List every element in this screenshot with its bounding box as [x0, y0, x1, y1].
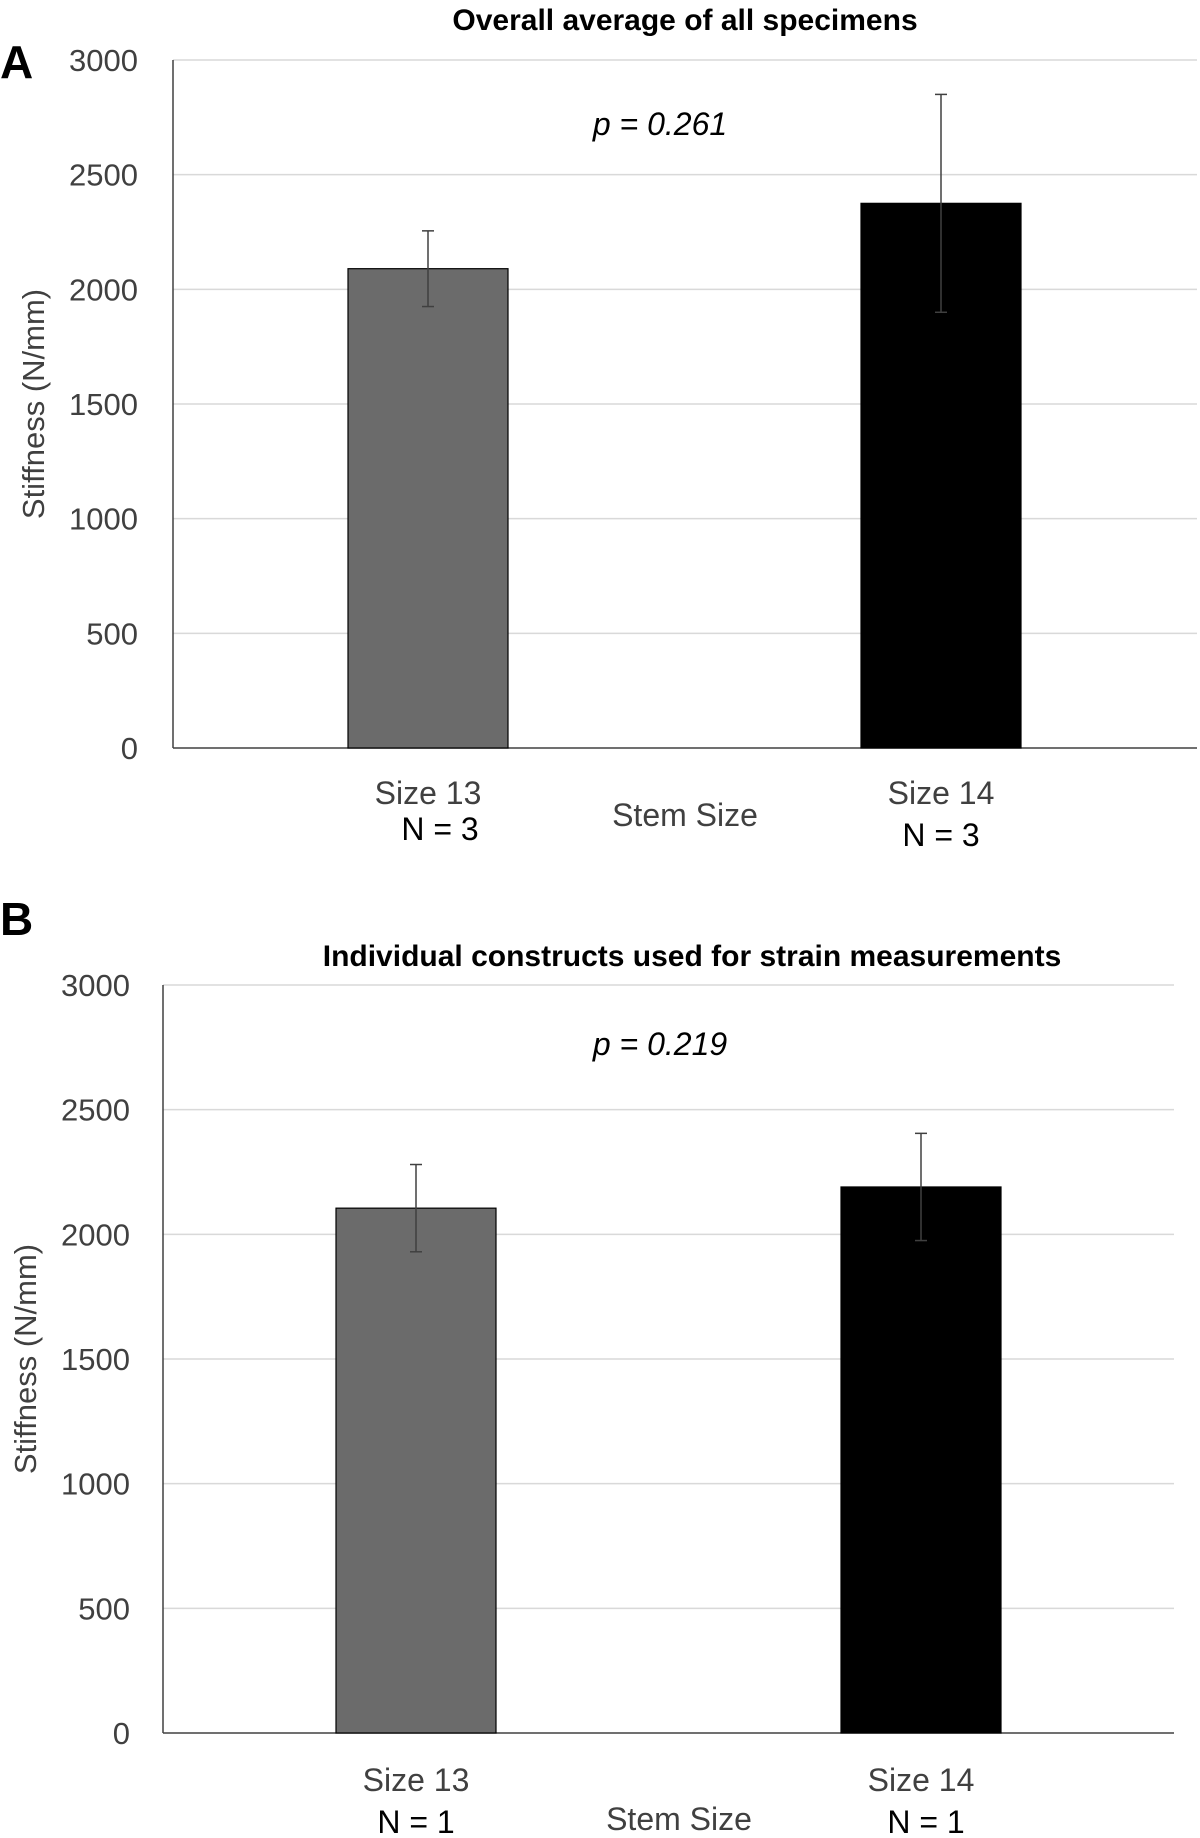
x-category-label: Size 14: [888, 775, 995, 811]
y-tick-label: 0: [121, 731, 138, 766]
y-tick-label: 500: [86, 616, 138, 651]
p-value-annotation: p = 0.219: [592, 1026, 728, 1062]
x-category-label: Size 13: [375, 775, 482, 811]
y-tick-label: 1500: [69, 387, 138, 422]
x-axis-label: Stem Size: [612, 797, 758, 833]
bar-size-13: [347, 268, 509, 749]
y-tick-label: 1000: [69, 502, 138, 537]
bar-size-14: [840, 1186, 1002, 1734]
sample-size-label: N = 1: [887, 1804, 964, 1838]
panel-letter: B: [0, 893, 33, 945]
chart-title: Overall average of all specimens: [452, 4, 917, 37]
y-tick-label: 3000: [61, 968, 130, 1003]
p-value-annotation: p = 0.261: [592, 106, 727, 142]
y-tick-label: 2000: [61, 1217, 130, 1252]
sample-size-label: N = 3: [401, 811, 478, 847]
bar-size-13: [335, 1207, 497, 1734]
y-tick-label: 500: [78, 1591, 130, 1626]
y-tick-label: 1500: [61, 1342, 130, 1377]
x-category-label: Size 13: [363, 1762, 470, 1798]
y-axis-label: Stiffness (N/mm): [16, 289, 51, 519]
y-axis-label: Stiffness (N/mm): [8, 1244, 43, 1474]
panel-letter: A: [0, 36, 33, 88]
x-category-label: Size 14: [868, 1762, 975, 1798]
y-tick-label: 0: [113, 1716, 130, 1751]
chart-panel-a: A Overall average of all specimens 0 500 100…: [0, 4, 1197, 853]
sample-size-label: N = 3: [902, 817, 979, 853]
x-axis-label: Stem Size: [606, 1801, 752, 1837]
y-tick-label: 2500: [69, 158, 138, 193]
y-tick-label: 1000: [61, 1467, 130, 1502]
y-tick-label: 3000: [69, 43, 138, 78]
chart-panel-b: B Individual constructs used for strain m…: [0, 893, 1174, 1838]
chart-title: Individual constructs used for strain me…: [323, 940, 1062, 973]
sample-size-label: N = 1: [377, 1804, 454, 1838]
y-tick-label: 2000: [69, 272, 138, 307]
y-tick-label: 2500: [61, 1093, 130, 1128]
